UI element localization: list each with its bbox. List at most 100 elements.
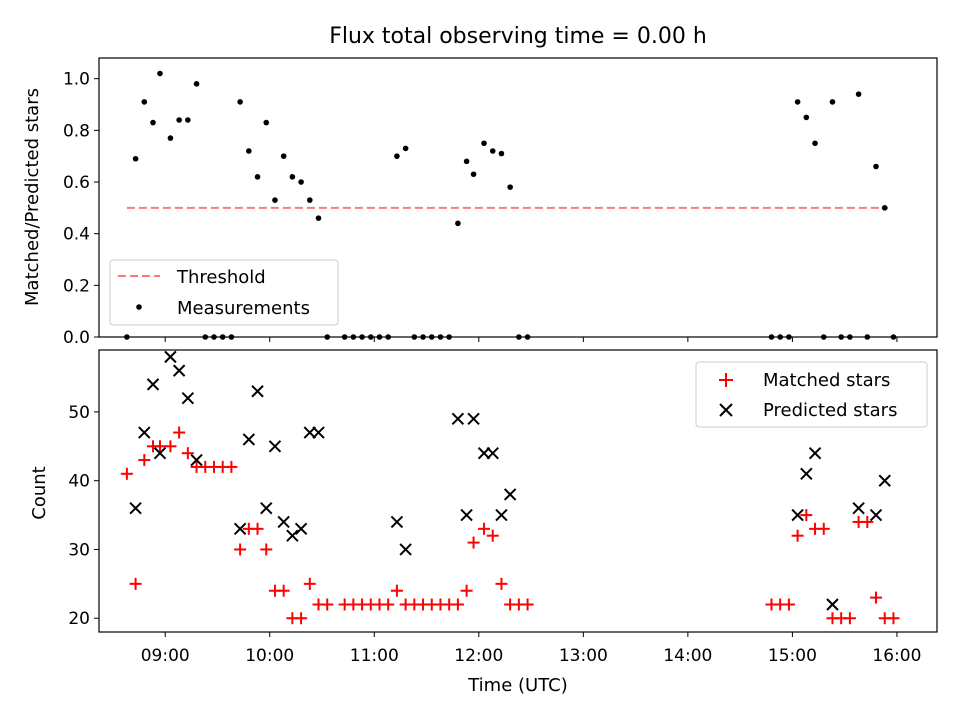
measurement-point-13 — [237, 99, 243, 105]
ratio-y-tick-label-0: 0.0 — [63, 328, 90, 348]
predicted-point-9 — [242, 433, 256, 446]
matched-point-42 — [495, 577, 508, 590]
predicted-legend-label: Predicted stars — [763, 400, 897, 421]
matched-point-29 — [382, 598, 395, 611]
ratio-y-axis: 0.0 0.2 0.4 0.6 0.8 1.0 — [63, 70, 99, 348]
matched-point-23 — [321, 598, 334, 611]
predicted-point-2 — [146, 378, 160, 391]
measurement-point-59 — [881, 205, 888, 211]
measurement-point-1 — [132, 155, 139, 162]
predicted-point-27 — [791, 508, 804, 522]
matched-point-52 — [817, 522, 830, 535]
measurement-point-49 — [794, 99, 801, 105]
predicted-point-5 — [172, 364, 186, 377]
count-y-tick-label-1: 30 — [68, 540, 90, 560]
measurement-point-51 — [812, 140, 818, 147]
count-x-tick-label-5: 14:00 — [663, 646, 712, 666]
predicted-point-20 — [451, 412, 465, 425]
top-chart-title: Flux total observing time = 0.00 h — [329, 24, 707, 49]
predicted-point-10 — [251, 385, 264, 398]
measurement-point-6 — [176, 117, 182, 123]
predicted-point-29 — [808, 446, 822, 460]
count-legend-box — [695, 361, 928, 428]
measurements-legend-swatch — [136, 304, 142, 310]
predicted-point-19 — [399, 543, 412, 556]
threshold-legend-label: Threshold — [176, 267, 266, 288]
measurement-point-41 — [489, 148, 496, 154]
measurement-point-14 — [246, 148, 252, 154]
predicted-legend-swatch — [719, 403, 733, 417]
predicted-point-14 — [286, 529, 299, 542]
predicted-point-12 — [268, 440, 282, 453]
count-axes-frame — [98, 349, 938, 633]
matched-point-50 — [800, 509, 813, 522]
predicted-point-18 — [390, 515, 404, 529]
predicted-point-8 — [233, 522, 247, 536]
count-x-tick-label-0: 09:00 — [141, 646, 190, 666]
ratio-axes-frame — [98, 57, 938, 338]
matched-point-0 — [120, 467, 133, 480]
predicted-point-28 — [800, 467, 813, 481]
predicted-point-22 — [467, 412, 480, 425]
matched-point-1 — [129, 577, 142, 590]
ratio-y-tick-label-5: 1.0 — [63, 70, 90, 90]
matched-point-30 — [390, 584, 403, 597]
matched-legend-label: Matched stars — [763, 370, 890, 391]
measurement-point-4 — [157, 70, 163, 77]
measurement-point-2 — [141, 99, 148, 105]
count-x-tick-label-4: 13:00 — [559, 646, 608, 666]
matched-point-18 — [277, 584, 290, 597]
predicted-point-0 — [129, 501, 142, 515]
measurement-point-37 — [455, 220, 461, 227]
matched-point-49 — [791, 529, 804, 542]
ratio-x-axis — [164, 337, 898, 342]
predicted-point-13 — [277, 515, 290, 529]
measurement-point-18 — [280, 153, 287, 159]
predicted-point-1 — [138, 426, 151, 439]
matched-point-40 — [478, 522, 491, 535]
matched-point-13 — [234, 543, 247, 556]
predicted-point-24 — [486, 446, 499, 460]
predicted-point-30 — [826, 598, 839, 611]
measurement-point-39 — [470, 171, 477, 178]
measurement-point-7 — [185, 117, 191, 123]
predicted-point-32 — [869, 508, 883, 522]
count-x-tick-label-7: 16:00 — [872, 646, 921, 666]
predicted-point-21 — [460, 508, 473, 522]
matched-point-60 — [887, 612, 900, 625]
measurement-point-43 — [507, 184, 513, 190]
count-y-tick-label-0: 20 — [68, 609, 90, 629]
matched-point-21 — [303, 577, 316, 590]
measurement-point-15 — [254, 174, 261, 180]
predicted-point-25 — [495, 508, 508, 522]
predicted-point-33 — [878, 474, 891, 487]
count-y-tick-label-3: 50 — [68, 403, 90, 423]
count-y-tick-label-2: 40 — [68, 472, 90, 492]
measurement-point-5 — [167, 135, 174, 141]
predicted-point-31 — [852, 501, 865, 515]
measurement-point-20 — [298, 179, 304, 185]
measurement-point-3 — [150, 119, 156, 126]
measurement-point-21 — [307, 197, 313, 203]
measurement-point-50 — [803, 114, 810, 121]
matched-point-2 — [138, 454, 151, 467]
predicted-point-15 — [294, 522, 308, 536]
count-x-tick-label-2: 11:00 — [350, 646, 399, 666]
count-y-axis: 20 30 40 50 — [68, 403, 99, 629]
measurement-point-17 — [272, 197, 278, 203]
ratio-y-tick-label-4: 0.8 — [63, 121, 90, 141]
count-x-tick-label-6: 15:00 — [768, 646, 817, 666]
ratio-y-tick-label-2: 0.4 — [63, 225, 90, 245]
matched-point-48 — [782, 598, 795, 611]
count-plot-area — [120, 350, 900, 625]
measurement-point-56 — [855, 91, 862, 97]
measurement-point-22 — [315, 215, 322, 221]
measurement-point-19 — [289, 174, 296, 180]
measurement-point-53 — [829, 99, 836, 105]
count-x-tick-label-1: 10:00 — [245, 646, 294, 666]
count-x-axis: 09:00 10:00 11:00 12:00 13:00 14:00 15:00 16:00 — [141, 632, 921, 666]
count-y-axis-label: Count — [29, 466, 50, 519]
count-x-tick-label-3: 12:00 — [454, 646, 503, 666]
matched-point-5 — [164, 440, 177, 453]
